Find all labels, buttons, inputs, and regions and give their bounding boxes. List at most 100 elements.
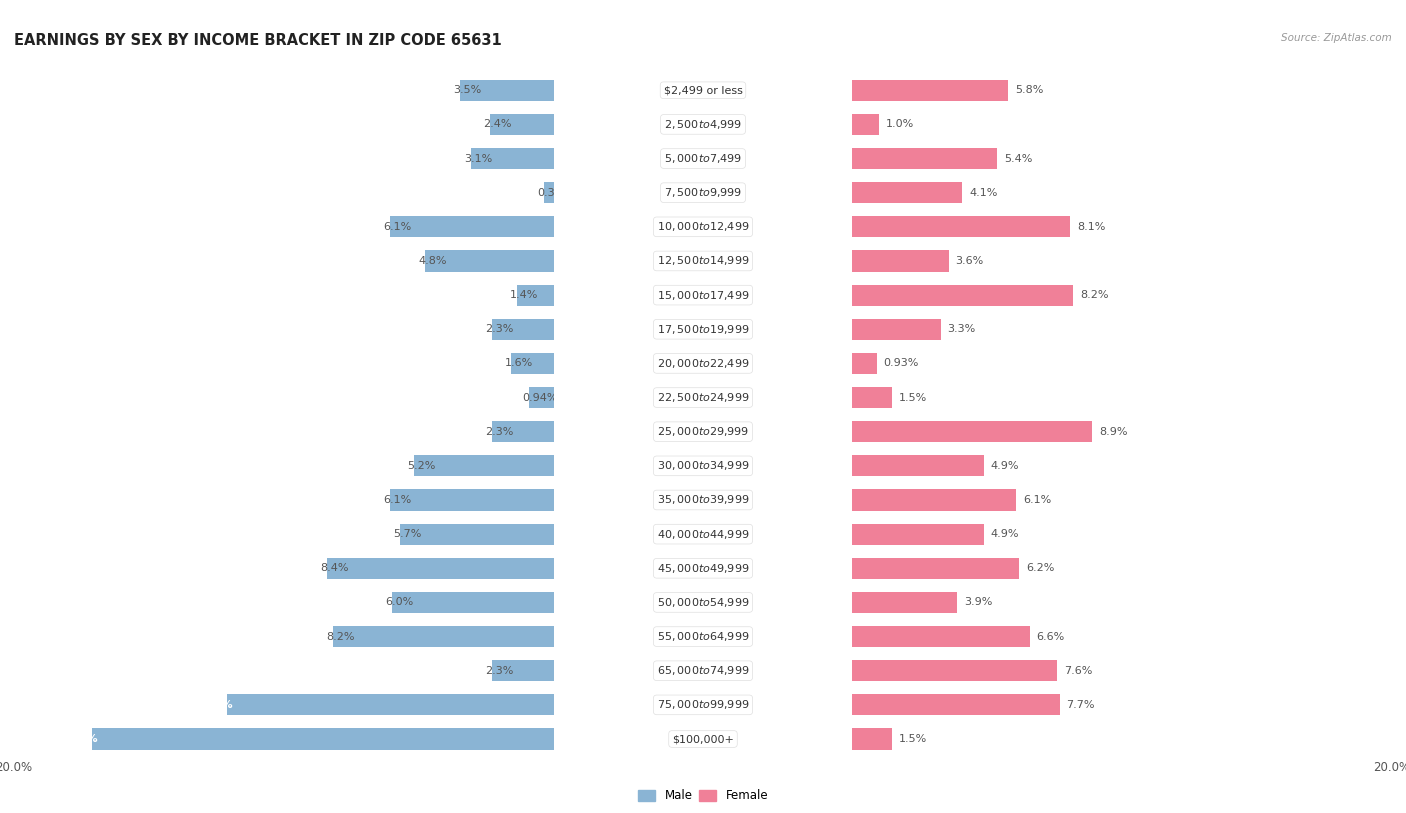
Text: 6.1%: 6.1% (1024, 495, 1052, 505)
Bar (0, 483, 554, 517)
Text: $45,000 to $49,999: $45,000 to $49,999 (657, 562, 749, 575)
Text: 8.2%: 8.2% (326, 632, 354, 641)
Text: Source: ZipAtlas.com: Source: ZipAtlas.com (1281, 33, 1392, 42)
Bar (554, 73, 1406, 107)
Bar (389, 216, 554, 237)
Bar (0, 312, 554, 346)
Text: 3.3%: 3.3% (948, 324, 976, 334)
Bar (333, 626, 554, 647)
Bar (852, 250, 949, 272)
Bar (0, 278, 554, 312)
Text: $40,000 to $44,999: $40,000 to $44,999 (657, 528, 749, 541)
Text: 8.4%: 8.4% (321, 563, 349, 573)
Text: 7.7%: 7.7% (1066, 700, 1095, 710)
Bar (0, 380, 852, 415)
Text: 17.1%: 17.1% (59, 734, 98, 744)
Bar (0, 176, 554, 210)
Text: $2,499 or less: $2,499 or less (664, 85, 742, 95)
Bar (529, 387, 554, 408)
Bar (389, 489, 554, 511)
Text: 2.3%: 2.3% (485, 324, 513, 334)
Bar (0, 176, 852, 210)
Bar (413, 455, 554, 476)
Bar (460, 80, 554, 101)
Bar (554, 346, 1406, 380)
Bar (0, 517, 554, 551)
Bar (0, 141, 852, 176)
Legend: Male, Female: Male, Female (633, 785, 773, 807)
Bar (852, 148, 997, 169)
Bar (852, 421, 1092, 442)
Bar (852, 455, 984, 476)
Text: 3.6%: 3.6% (956, 256, 984, 266)
Bar (392, 592, 554, 613)
Bar (0, 73, 554, 107)
Bar (852, 285, 1073, 306)
Bar (554, 141, 1406, 176)
Bar (554, 654, 1406, 688)
Text: 1.5%: 1.5% (898, 393, 927, 402)
Bar (554, 415, 1406, 449)
Text: 8.9%: 8.9% (1099, 427, 1128, 437)
Text: $35,000 to $39,999: $35,000 to $39,999 (657, 493, 749, 506)
Text: $2,500 to $4,999: $2,500 to $4,999 (664, 118, 742, 131)
Bar (0, 73, 852, 107)
Bar (512, 353, 554, 374)
Bar (554, 722, 1406, 756)
Bar (852, 489, 1017, 511)
Text: 6.0%: 6.0% (385, 598, 413, 607)
Bar (0, 244, 852, 278)
Bar (0, 244, 554, 278)
Text: 3.9%: 3.9% (963, 598, 993, 607)
Text: 0.93%: 0.93% (883, 359, 920, 368)
Text: $12,500 to $14,999: $12,500 to $14,999 (657, 254, 749, 267)
Bar (492, 319, 554, 340)
Bar (554, 244, 1406, 278)
Bar (425, 250, 554, 272)
Bar (0, 141, 554, 176)
Bar (0, 380, 554, 415)
Bar (852, 80, 1008, 101)
Bar (0, 551, 852, 585)
Bar (0, 620, 554, 654)
Text: 0.37%: 0.37% (537, 188, 574, 198)
Text: $20,000 to $22,499: $20,000 to $22,499 (657, 357, 749, 370)
Text: 4.9%: 4.9% (991, 461, 1019, 471)
Bar (852, 353, 877, 374)
Text: 6.2%: 6.2% (1026, 563, 1054, 573)
Text: 5.2%: 5.2% (408, 461, 436, 471)
Text: 8.2%: 8.2% (1080, 290, 1108, 300)
Bar (0, 346, 852, 380)
Text: EARNINGS BY SEX BY INCOME BRACKET IN ZIP CODE 65631: EARNINGS BY SEX BY INCOME BRACKET IN ZIP… (14, 33, 502, 47)
Text: 1.4%: 1.4% (510, 290, 538, 300)
Text: $65,000 to $74,999: $65,000 to $74,999 (657, 664, 749, 677)
Bar (852, 728, 893, 750)
Bar (0, 722, 852, 756)
Bar (852, 660, 1057, 681)
Text: 0.94%: 0.94% (522, 393, 558, 402)
Bar (554, 688, 1406, 722)
Bar (554, 380, 1406, 415)
Bar (852, 524, 984, 545)
Bar (554, 278, 1406, 312)
Text: 4.8%: 4.8% (418, 256, 447, 266)
Bar (0, 585, 852, 620)
Bar (0, 722, 554, 756)
Text: $55,000 to $64,999: $55,000 to $64,999 (657, 630, 749, 643)
Bar (852, 626, 1031, 647)
Text: 12.1%: 12.1% (194, 700, 233, 710)
Bar (0, 654, 554, 688)
Bar (0, 449, 554, 483)
Bar (0, 312, 852, 346)
Text: $75,000 to $99,999: $75,000 to $99,999 (657, 698, 749, 711)
Text: $7,500 to $9,999: $7,500 to $9,999 (664, 186, 742, 199)
Bar (544, 182, 554, 203)
Bar (0, 620, 852, 654)
Bar (554, 449, 1406, 483)
Bar (0, 210, 852, 244)
Text: 6.1%: 6.1% (382, 495, 411, 505)
Text: 5.7%: 5.7% (394, 529, 422, 539)
Text: 3.1%: 3.1% (464, 154, 492, 163)
Text: $5,000 to $7,499: $5,000 to $7,499 (664, 152, 742, 165)
Bar (0, 688, 554, 722)
